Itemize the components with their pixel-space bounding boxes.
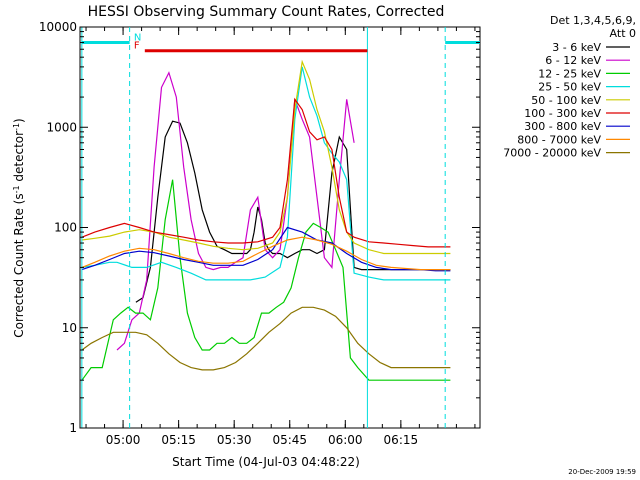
series-line-8 [81, 306, 451, 371]
series-line-5 [81, 97, 451, 248]
y-axis-label-sup2: -1 [12, 123, 21, 131]
plot-area: NF 1 10 100 1000 10000 05:00 05:15 05:30 05:45 06… [39, 20, 481, 447]
y-axis-label-sup1: -1 [12, 185, 21, 193]
y-tick-label: 10 [62, 321, 77, 335]
legend-label: 6 - 12 keV [545, 54, 601, 67]
x-tick-label: 05:00 [106, 433, 141, 447]
x-tick-label: 05:30 [217, 433, 252, 447]
x-tick-label: 06:15 [384, 433, 419, 447]
legend-label: 800 - 7000 keV [517, 133, 601, 146]
x-tick-label: 05:15 [161, 433, 196, 447]
y-tick-label: 100 [54, 221, 77, 235]
legend-title-2: Att 0 [610, 27, 636, 40]
footer-timestamp: 20-Dec-2009 19:59 [568, 468, 636, 476]
y-axis-label-end: ) [12, 118, 26, 123]
legend-label: 300 - 800 keV [524, 120, 601, 133]
tick-layer: 1 10 100 1000 10000 05:00 05:15 05:30 05:45 06:00… [39, 20, 480, 447]
annotation-layer: NF [81, 27, 480, 428]
series-line-2 [81, 179, 451, 381]
state-label: F [134, 41, 140, 52]
series-layer [81, 59, 451, 381]
legend-label: 50 - 100 keV [531, 94, 601, 107]
legend-label: 3 - 6 keV [552, 41, 601, 54]
y-axis-label-mid: detector [12, 131, 26, 186]
x-tick-label: 05:45 [272, 433, 307, 447]
y-axis-label: Corrected Count Rate (s-1 detector-1) [12, 118, 27, 337]
y-axis-label-main: Corrected Count Rate (s [12, 193, 26, 337]
series-line-3 [81, 66, 451, 281]
x-axis-label: Start Time (04-Jul-03 04:48:22) [172, 455, 360, 469]
legend-label: 12 - 25 keV [538, 67, 601, 80]
y-tick-label: 1 [69, 421, 77, 435]
chart-title: HESSI Observing Summary Count Rates, Cor… [88, 4, 445, 20]
legend-label: 7000 - 20000 keV [503, 147, 601, 160]
series-line-7 [81, 236, 451, 271]
legend-title: Det 1,3,4,5,6,9, [550, 14, 636, 27]
y-tick-label: 1000 [46, 120, 77, 134]
state-label: N [134, 33, 141, 44]
x-tick-label: 06:00 [328, 433, 363, 447]
y-tick-label: 10000 [39, 20, 77, 34]
series-line-4 [81, 59, 451, 255]
legend-label: 100 - 300 keV [524, 107, 601, 120]
legend-label: 25 - 50 keV [538, 81, 601, 94]
series-line-6 [81, 226, 451, 272]
